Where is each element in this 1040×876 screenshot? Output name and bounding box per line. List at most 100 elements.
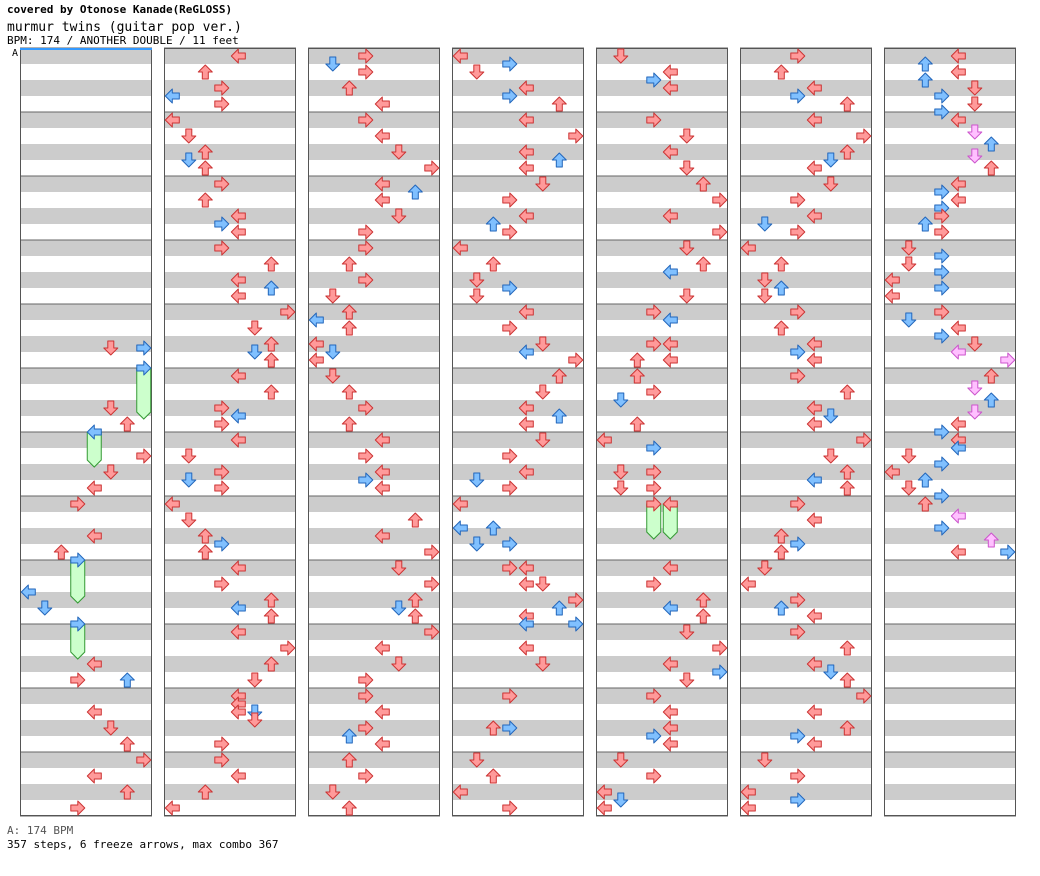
arrow-left-icon (950, 544, 966, 560)
beat-stripe (596, 480, 728, 496)
beat-stripe (740, 608, 872, 624)
arrow-up-icon (695, 176, 711, 192)
beat-stripe (308, 512, 440, 528)
beat-stripe (596, 624, 728, 640)
beat-stripe (20, 416, 152, 432)
arrow-up-icon (407, 608, 423, 624)
arrow-up-icon (407, 184, 423, 200)
beat-stripe (164, 256, 296, 272)
arrow-down-icon (535, 656, 551, 672)
beat-stripe (20, 656, 152, 672)
beat-stripe (308, 432, 440, 448)
arrow-right-icon (502, 800, 518, 816)
arrow-down-icon (823, 448, 839, 464)
arrow-down-icon (391, 600, 407, 616)
arrow-right-icon (790, 592, 806, 608)
column-border (452, 48, 584, 816)
arrow-left-icon (86, 768, 102, 784)
beat-stripe (20, 448, 152, 464)
arrow-left-icon (518, 400, 534, 416)
beat-stripe (308, 480, 440, 496)
beat-stripe (596, 432, 728, 448)
arrow-right-icon (934, 248, 950, 264)
arrow-down-icon (181, 128, 197, 144)
arrow-left-icon (518, 112, 534, 128)
arrow-right-icon (502, 480, 518, 496)
arrow-right-icon (214, 240, 230, 256)
arrow-right-icon (358, 272, 374, 288)
arrow-down-icon (679, 288, 695, 304)
arrow-right-icon (712, 640, 728, 656)
beat-stripe (308, 48, 440, 64)
beat-stripe (452, 752, 584, 768)
arrow-down-icon (967, 124, 983, 140)
beat-stripe (596, 688, 728, 704)
arrow-left-icon (518, 80, 534, 96)
arrow-left-icon (518, 160, 534, 176)
beat-stripe (596, 336, 728, 352)
arrow-up-icon (773, 600, 789, 616)
beat-stripe (164, 368, 296, 384)
beat-stripe (20, 528, 152, 544)
beat-stripe (452, 704, 584, 720)
arrow-up-icon (773, 528, 789, 544)
arrow-up-icon (341, 384, 357, 400)
arrow-left-icon (662, 144, 678, 160)
arrow-down-icon (535, 432, 551, 448)
beat-stripe (596, 96, 728, 112)
beat-stripe (452, 496, 584, 512)
chart-column (164, 47, 296, 817)
arrow-down-icon (757, 216, 773, 232)
column-border (596, 48, 728, 816)
beat-stripe (164, 560, 296, 576)
arrow-right-icon (646, 768, 662, 784)
beat-stripe (308, 496, 440, 512)
chart-column (452, 47, 584, 817)
beat-stripe (20, 672, 152, 688)
arrow-down-icon (823, 176, 839, 192)
arrow-left-icon (662, 208, 678, 224)
arrow-down-icon (967, 148, 983, 164)
chart-info: BPM: 174 / ANOTHER DOUBLE / 11 feet (7, 34, 239, 47)
arrow-right-icon (646, 304, 662, 320)
arrow-left-icon (806, 208, 822, 224)
arrow-down-icon (967, 404, 983, 420)
beat-stripe (740, 448, 872, 464)
arrow-left-icon (806, 512, 822, 528)
beat-stripe (20, 112, 152, 128)
arrow-right-icon (214, 80, 230, 96)
beat-stripe (308, 160, 440, 176)
beat-stripe (308, 304, 440, 320)
arrow-left-icon (662, 264, 678, 280)
beat-stripe (308, 208, 440, 224)
arrow-right-icon (502, 224, 518, 240)
beat-stripe (164, 304, 296, 320)
arrow-down-icon (901, 256, 917, 272)
beat-stripe (452, 432, 584, 448)
arrow-right-icon (358, 64, 374, 80)
beat-stripe (452, 544, 584, 560)
beat-stripe (884, 720, 1016, 736)
arrow-right-icon (934, 456, 950, 472)
arrow-right-icon (790, 304, 806, 320)
beat-stripe (884, 640, 1016, 656)
arrow-up-icon (485, 256, 501, 272)
arrow-right-icon (568, 128, 584, 144)
beat-stripe (164, 592, 296, 608)
arrow-up-icon (485, 720, 501, 736)
arrow-up-icon (917, 472, 933, 488)
arrow-right-icon (358, 720, 374, 736)
beat-stripe (596, 736, 728, 752)
beat-stripe (884, 352, 1016, 368)
arrow-down-icon (181, 152, 197, 168)
beat-stripe (164, 288, 296, 304)
arrow-up-icon (485, 520, 501, 536)
beat-stripe (20, 544, 152, 560)
beat-stripe (452, 128, 584, 144)
arrow-up-icon (917, 56, 933, 72)
arrow-left-icon (230, 560, 246, 576)
beat-stripe (164, 128, 296, 144)
arrow-up-icon (839, 720, 855, 736)
arrow-right-icon (358, 768, 374, 784)
beat-stripe (308, 528, 440, 544)
